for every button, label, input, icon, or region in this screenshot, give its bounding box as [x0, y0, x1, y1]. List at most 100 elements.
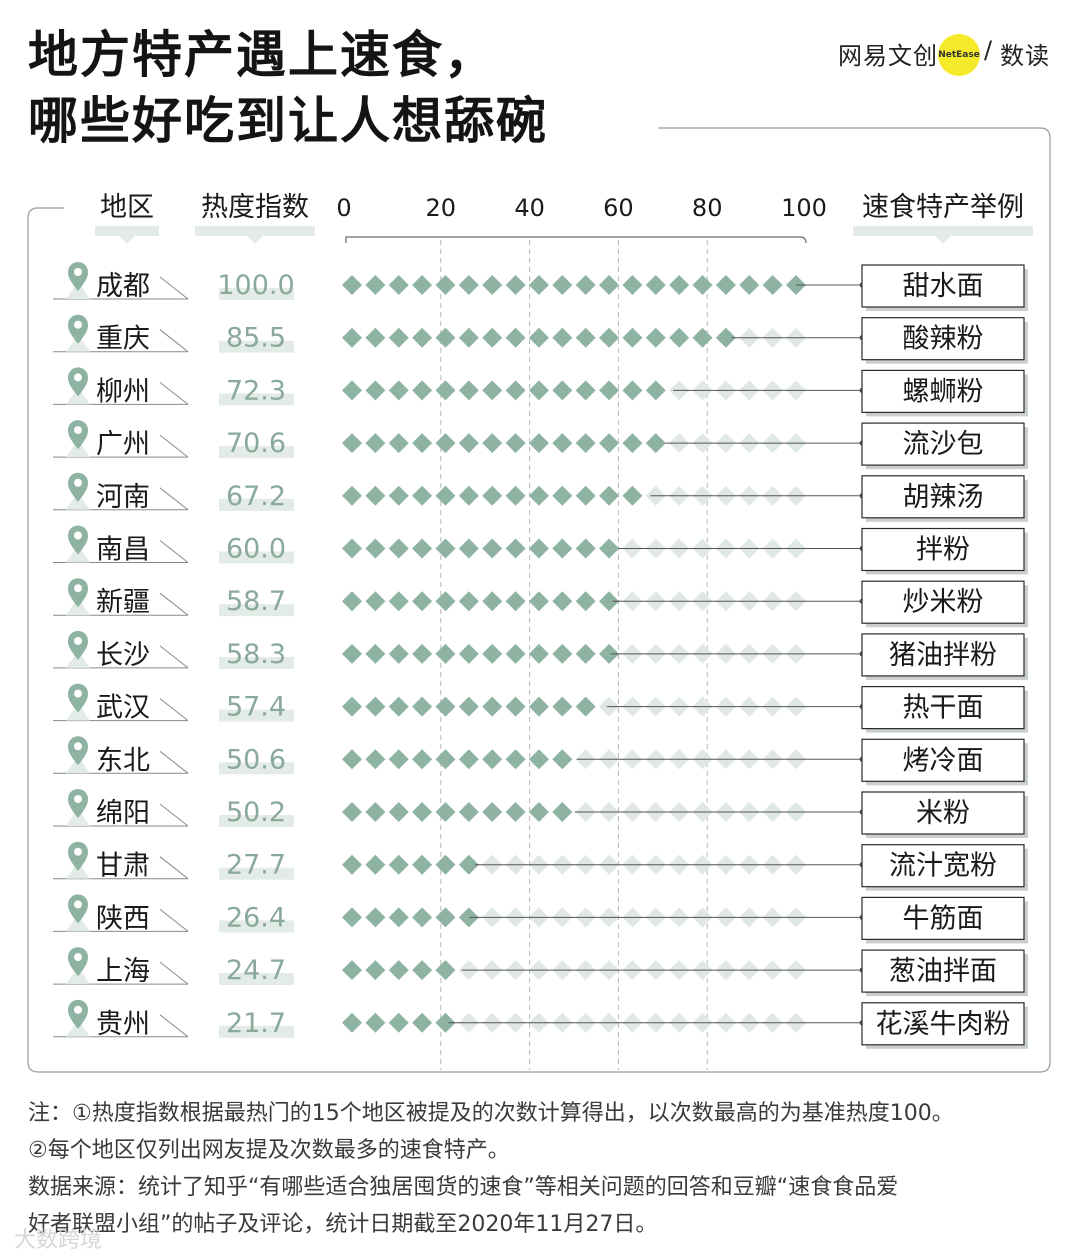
data-diamond: [528, 433, 549, 454]
example-label: 猪油拌粉: [889, 640, 997, 671]
location-pin-icon: [68, 578, 88, 608]
data-diamond: [528, 327, 549, 348]
value-label: 72.3: [226, 375, 286, 406]
data-diamond: [412, 485, 433, 506]
data-diamond: [482, 433, 503, 454]
data-diamond: [342, 643, 362, 664]
example-label: 米粉: [916, 798, 970, 829]
data-diamond: [342, 380, 362, 401]
location-pin-dot: [74, 426, 82, 435]
location-pin-icon: [68, 314, 88, 344]
data-diamond: [762, 275, 783, 295]
x-tick-label: 40: [514, 194, 545, 222]
location-pin-icon: [68, 999, 88, 1029]
data-diamond: [482, 485, 503, 506]
region-slant: [159, 856, 189, 880]
data-diamond: [575, 643, 596, 664]
data-diamond: [645, 433, 666, 454]
data-diamond: [388, 1012, 409, 1033]
data-diamond: [365, 854, 386, 875]
region-slant: [159, 592, 189, 616]
data-diamond: [342, 538, 362, 559]
data-diamond: [715, 327, 736, 348]
location-pin-icon: [68, 683, 88, 713]
example-box: [861, 317, 1025, 361]
data-diamond: [645, 275, 666, 295]
header-index: 热度指数: [201, 192, 309, 223]
data-diamond: [365, 591, 386, 612]
value-label: 26.4: [226, 902, 286, 933]
data-diamond: [505, 749, 526, 770]
data-diamond: [412, 749, 433, 770]
location-pin-icon: [68, 947, 88, 977]
value-highlight: [219, 709, 294, 722]
value-highlight: [219, 446, 294, 459]
data-diamond: [575, 538, 596, 559]
data-diamond: [365, 907, 386, 928]
data-diamond: [552, 591, 573, 612]
value-label: 58.3: [226, 639, 286, 670]
data-diamond: [388, 802, 409, 822]
data-diamond: [599, 591, 620, 612]
header-region-arrow: [119, 236, 135, 244]
footnotes: 注：①热度指数根据最热门的15个地区被提及的次数计算得出，以次数最高的为基准热度…: [28, 1095, 1058, 1243]
value-highlight: [219, 762, 294, 775]
logo-brand: 网易文创: [838, 42, 938, 70]
data-diamond: [669, 275, 690, 295]
data-diamond: [528, 275, 549, 295]
data-diamond: [458, 485, 479, 506]
data-diamond: [435, 485, 456, 506]
data-diamond: [435, 960, 456, 981]
location-pin-dot: [74, 320, 82, 329]
example-box: [861, 580, 1025, 624]
data-diamond: [505, 380, 526, 401]
data-diamond: [342, 696, 362, 717]
example-label: 葱油拌面: [889, 956, 997, 987]
value-label: 100.0: [217, 270, 294, 301]
example-box: [861, 264, 1025, 308]
value-highlight: [219, 498, 294, 511]
data-diamond: [552, 380, 573, 401]
header-example-arrow: [935, 236, 951, 244]
data-diamond: [505, 802, 526, 822]
example-label: 流汁宽粉: [889, 851, 997, 882]
data-diamond: [435, 380, 456, 401]
example-box: [861, 422, 1025, 466]
data-diamond: [388, 433, 409, 454]
value-label: 24.7: [226, 955, 286, 986]
location-pin-dot: [74, 1005, 82, 1014]
data-diamond: [575, 275, 596, 295]
region-slant: [159, 276, 189, 300]
data-diamond: [505, 696, 526, 717]
region-slant: [159, 698, 189, 721]
data-diamond: [622, 433, 643, 454]
data-diamond: [552, 538, 573, 559]
data-diamond: [412, 1012, 433, 1033]
data-diamond: [435, 433, 456, 454]
region-label: 甘肃: [96, 851, 150, 882]
data-diamond: [528, 643, 549, 664]
data-diamond: [435, 696, 456, 717]
header-region: 地区: [100, 192, 154, 223]
data-diamond: [342, 749, 362, 770]
example-box: [861, 685, 1025, 730]
header-index-arrow: [247, 236, 263, 244]
data-diamond: [552, 485, 573, 506]
data-diamond: [552, 433, 573, 454]
data-diamond: [552, 749, 573, 770]
data-diamond: [458, 802, 479, 822]
location-pin-icon: [68, 262, 88, 291]
data-diamond: [715, 275, 736, 295]
value-highlight: [219, 604, 294, 617]
note-2: ②每个地区仅列出网友提及次数最多的速食特产。: [28, 1138, 510, 1163]
data-diamond: [458, 749, 479, 770]
region-label: 广州: [96, 429, 150, 460]
location-pin-dot: [74, 742, 82, 751]
value-label: 60.0: [226, 534, 286, 565]
data-diamond: [365, 380, 386, 401]
note-1: 注：①热度指数根据最热门的15个地区被提及的次数计算得出，以次数最高的为基准热度…: [28, 1101, 954, 1126]
example-box: [861, 949, 1025, 993]
data-diamond: [599, 380, 620, 401]
data-diamond: [365, 327, 386, 348]
data-diamond: [622, 485, 643, 506]
